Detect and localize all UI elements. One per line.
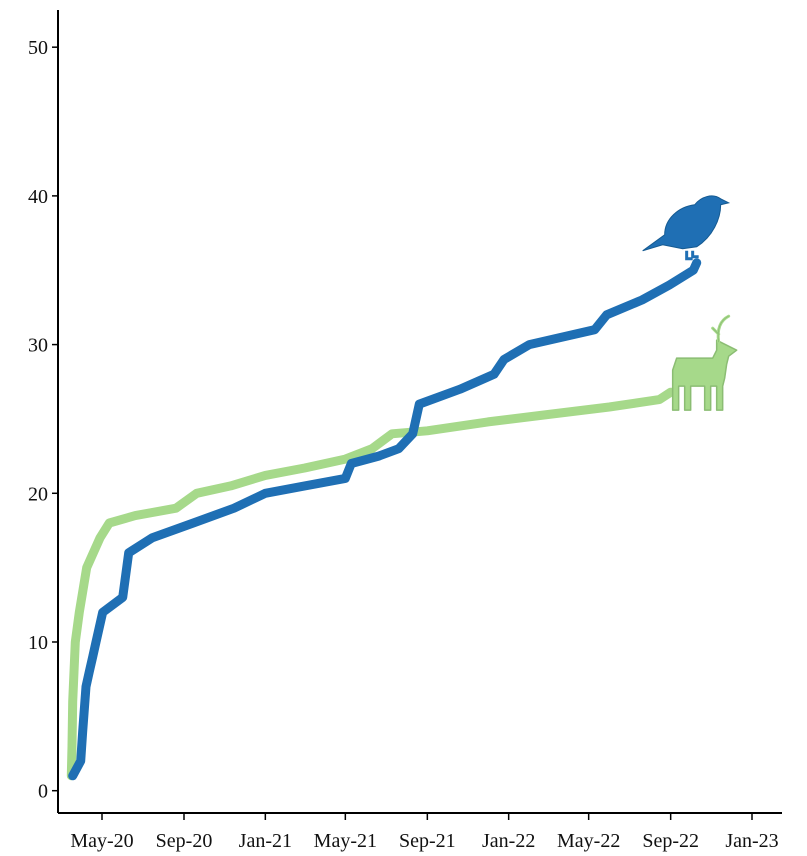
x-tick-label: May-20 <box>70 830 133 852</box>
x-tick-label: May-22 <box>557 830 620 852</box>
x-axis: May-20 Sep-20 Jan-21 May-21 Sep-21 Jan-22 May-… <box>58 812 782 852</box>
icon-layer <box>642 195 738 411</box>
series-layer <box>66 258 702 781</box>
x-tick-label: Jan-22 <box>482 830 535 852</box>
series-line-bird <box>68 258 702 781</box>
x-tick-label: Sep-20 <box>156 830 213 852</box>
x-tick-label: Jan-21 <box>239 830 292 852</box>
y-tick-label: 30 <box>28 335 48 357</box>
y-tick-label: 0 <box>38 781 48 803</box>
y-tick-label: 50 <box>28 37 48 59</box>
series-line-deer <box>66 387 676 781</box>
x-tick-label: Jan-23 <box>725 830 778 852</box>
deer-icon <box>671 314 738 411</box>
x-tick-label: Sep-22 <box>642 830 699 852</box>
x-tick-label: Sep-21 <box>399 830 456 852</box>
y-axis: 0 10 20 30 40 50 <box>28 10 59 813</box>
y-tick-label: 10 <box>28 632 48 654</box>
y-tick-label: 20 <box>28 483 48 505</box>
bird-icon <box>642 195 731 261</box>
x-tick-label: May-21 <box>314 830 377 852</box>
y-tick-label: 40 <box>28 186 48 208</box>
